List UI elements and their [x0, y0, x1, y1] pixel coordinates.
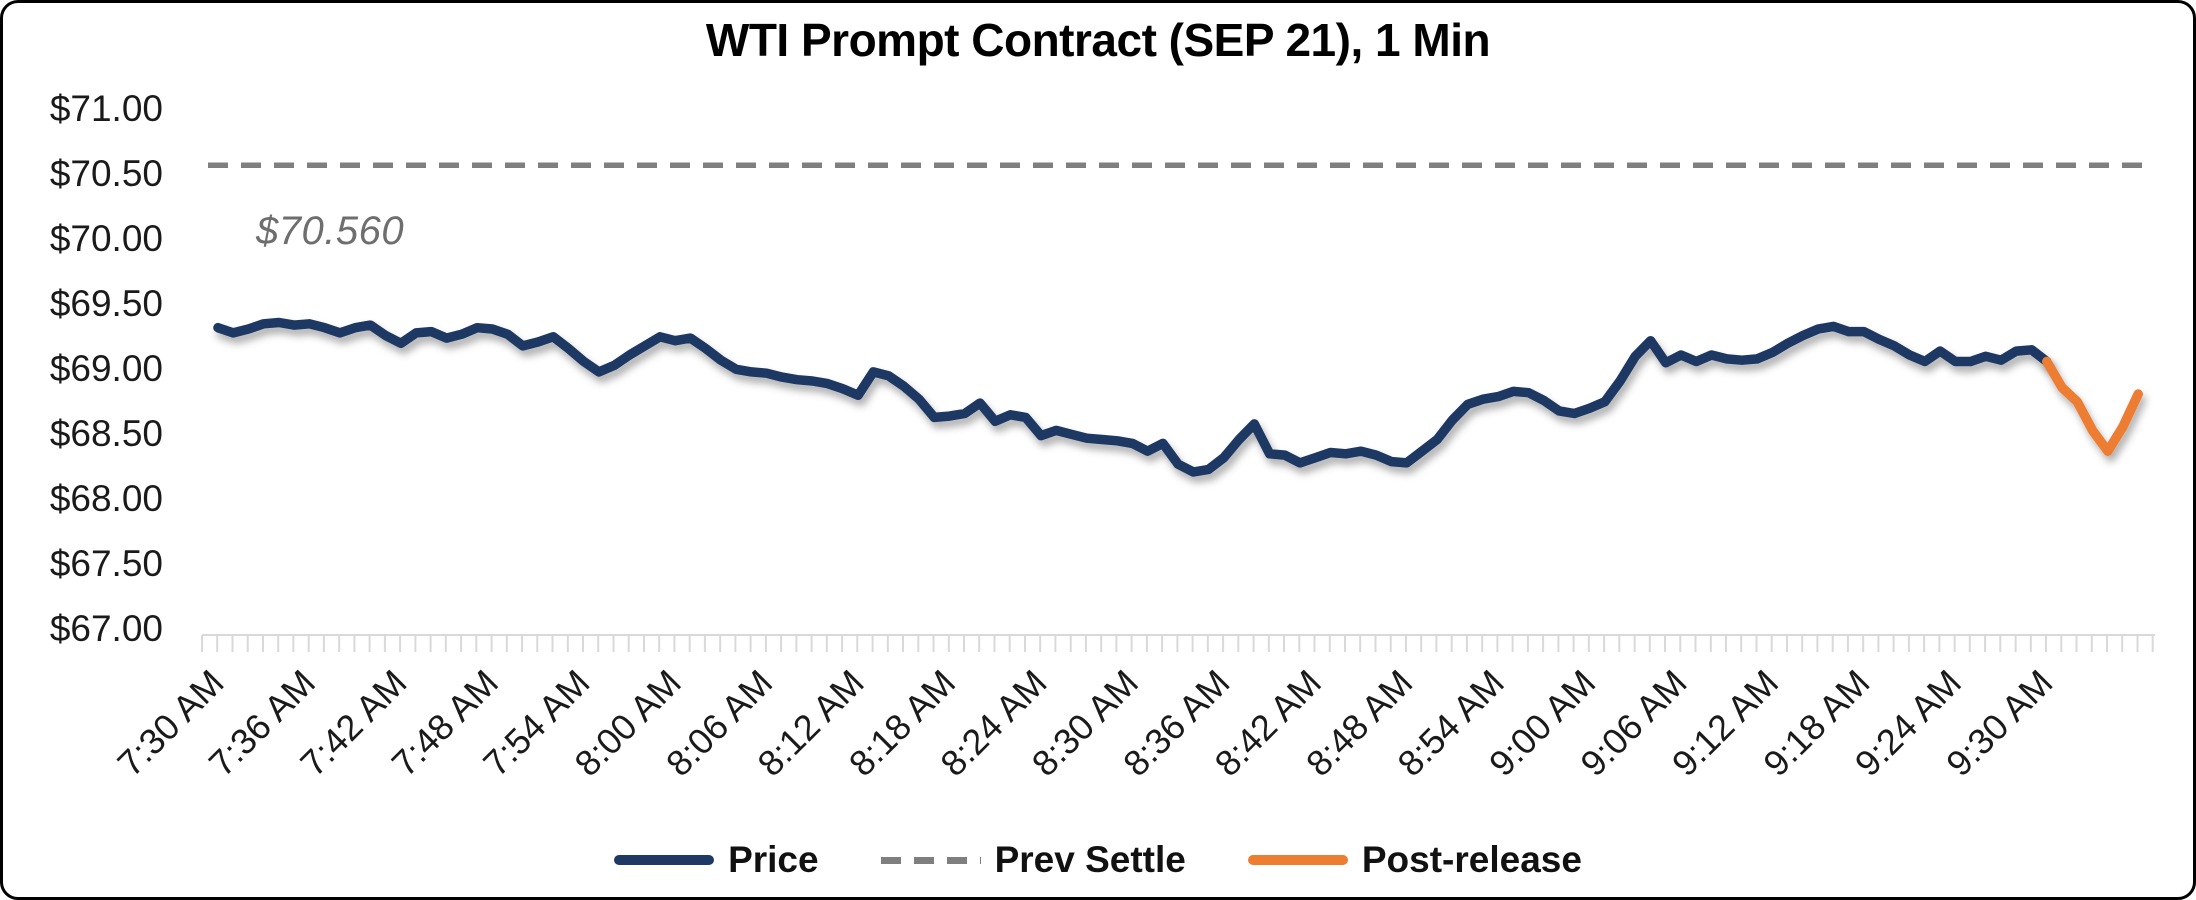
price-line	[213, 317, 2052, 477]
post-release-legend-label: Post-release	[1361, 839, 1582, 880]
y-axis-tick-label: $67.00	[50, 608, 163, 649]
chart-title: WTI Prompt Contract (SEP 21), 1 Min	[705, 14, 1491, 66]
y-axis-tick-label: $70.50	[50, 153, 163, 194]
y-axis-tick-label: $71.00	[50, 88, 163, 129]
chart-legend: Price Prev Settle Post-release	[3, 839, 2193, 881]
y-axis-tick-label: $67.50	[50, 543, 163, 584]
post-release-line-swatch-icon	[1247, 855, 1348, 865]
y-axis-tick-label: $69.00	[50, 348, 163, 389]
y-axis-tick-label: $69.50	[50, 283, 163, 324]
legend-item-price: Price	[614, 839, 819, 881]
y-axis-tick-label: $70.00	[50, 218, 163, 259]
legend-item-prev-settle: Prev Settle	[880, 839, 1186, 881]
post-release-line	[2042, 356, 2143, 456]
prev-settle-legend-label: Prev Settle	[994, 839, 1186, 880]
y-axis-tick-label: $68.00	[50, 478, 163, 519]
y-axis-tick-label: $68.50	[50, 413, 163, 454]
price-line-swatch-icon	[614, 855, 715, 865]
prev-settle-dashed-swatch-icon	[880, 856, 981, 864]
prev-settle-value-label: $70.560	[256, 209, 405, 253]
price-legend-label: Price	[728, 839, 819, 880]
legend-item-post-release: Post-release	[1247, 839, 1582, 881]
price-chart-plot: 7:30 AM7:36 AM7:42 AM7:48 AM7:54 AM8:00 …	[50, 88, 2155, 784]
